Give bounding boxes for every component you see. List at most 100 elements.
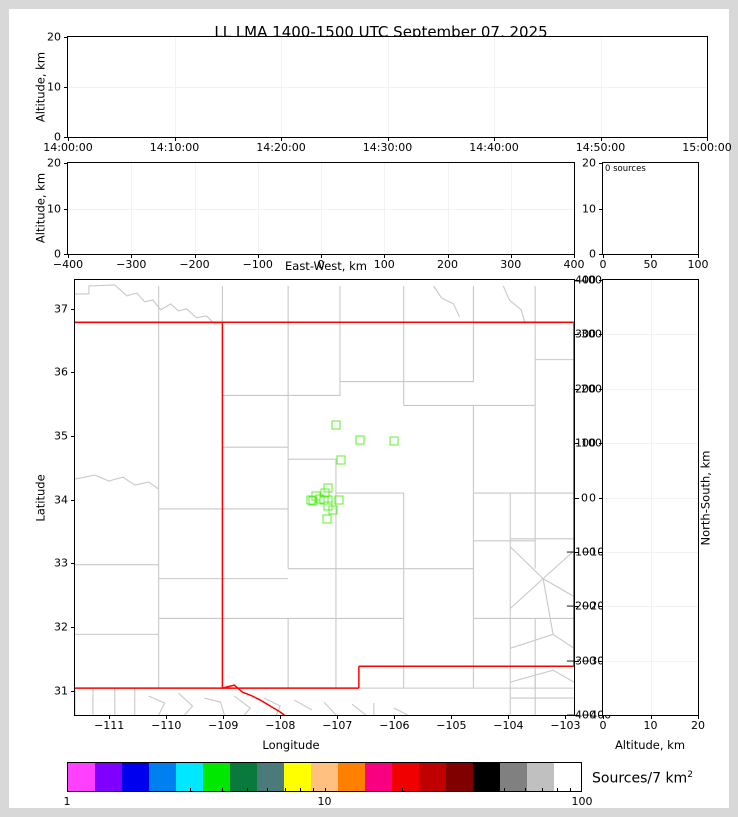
colorbar-major-tick (581, 788, 582, 792)
hist-yticklabel: 20 (582, 156, 596, 170)
colorbar-minor-tick (299, 788, 301, 792)
colorbar-major-tick (324, 788, 326, 792)
colorbar-swatch (149, 763, 176, 791)
map-right-yticklabel: −300 (581, 654, 612, 668)
time-height-ytick (63, 37, 67, 38)
ew-height-ytick (63, 254, 67, 255)
panel-time-height[interactable] (67, 36, 708, 138)
ns-height-ytick (598, 551, 602, 553)
map-xticklabel: −105 (436, 719, 467, 732)
time-height-ytick (63, 137, 67, 138)
colorbar-minor-tick (284, 788, 286, 792)
map-ytick (70, 499, 74, 501)
ew-height-xticklabel: −400 (52, 258, 84, 271)
colorbar-tick-label: 1 (63, 795, 71, 808)
ns-height-yticklabel: −200 (565, 599, 596, 613)
map-yticklabel: 36 (54, 365, 68, 379)
ns-height-gridline-y (603, 551, 698, 553)
time-height-gridline-y (68, 87, 707, 88)
map-ytick (70, 627, 74, 629)
axis-label-altitude-ew-panel: Altitude, km (33, 172, 48, 244)
ns-height-ytick (598, 334, 602, 336)
ew-height-xtick (510, 254, 512, 258)
panel-plan-view-map[interactable] (74, 279, 575, 716)
panel-altitude-histogram[interactable]: 0 sources (602, 162, 699, 255)
colorbar-swatch (419, 763, 446, 791)
ns-height-yticklabel: 300 (575, 327, 596, 341)
map-xticklabel: −103 (550, 719, 581, 732)
map-ytick (70, 690, 74, 692)
map-xticklabel: −109 (208, 719, 239, 732)
ew-height-xtick (321, 254, 322, 258)
ns-height-yticklabel: 100 (575, 436, 596, 450)
colorbar-minor-tick (312, 788, 314, 792)
axis-label-longitude: Longitude (262, 738, 320, 752)
ew-height-xtick (68, 254, 69, 258)
map-right-yticklabel: 0 (581, 491, 588, 504)
lma-source-marker (308, 496, 318, 506)
colorbar-minor-tick (542, 788, 544, 792)
colorbar-minor-tick (524, 788, 526, 792)
ew-height-xticklabel: −300 (116, 258, 147, 271)
colorbar-minor-tick (447, 788, 449, 792)
colorbar-title: Sources/7 km2 (592, 770, 693, 787)
axis-label-latitude: Latitude (33, 474, 48, 522)
colorbar-minor-tick (504, 788, 506, 792)
panel-northsouth-height[interactable] (602, 279, 699, 716)
map-right-ytick (575, 715, 579, 716)
map-ytick (70, 563, 74, 565)
time-height-xtick (707, 137, 708, 141)
ew-height-xticklabel: 0 (317, 258, 325, 271)
time-height-xtick (281, 137, 282, 141)
time-height-xticklabel: 14:00:00 (43, 141, 93, 154)
map-right-yticklabel: 300 (581, 327, 602, 341)
ns-height-ytick (598, 280, 602, 281)
lma-source-marker (323, 495, 333, 505)
map-xtick (508, 715, 510, 719)
colorbar-minor-tick (557, 788, 559, 792)
map-ytick (70, 436, 74, 438)
hist-ytick (598, 254, 602, 255)
colorbar-minor-tick (189, 788, 191, 792)
ns-height-gridline-y (603, 660, 698, 662)
ns-height-ytick (598, 497, 602, 499)
ns-height-xticklabel: 0 (599, 719, 607, 732)
hist-yticklabel: 0 (589, 247, 596, 261)
time-height-yticklabel: 0 (54, 130, 61, 144)
ns-height-ytick (598, 388, 602, 390)
lma-source-marker (355, 435, 365, 445)
colorbar-swatch (230, 763, 257, 791)
ew-height-yticklabel: 10 (47, 202, 61, 215)
time-height-xticklabel: 15:00:00 (682, 141, 732, 154)
map-right-yticklabel: 100 (581, 436, 602, 450)
map-xtick (109, 715, 111, 719)
ns-height-yticklabel: 400 (575, 273, 596, 287)
map-xticklabel: −111 (94, 719, 125, 732)
ew-height-xticklabel: 400 (563, 258, 585, 271)
colorbar-swatch (338, 763, 365, 791)
time-height-xticklabel: 14:30:00 (362, 141, 413, 154)
hist-ytick (598, 163, 602, 164)
ns-height-ytick (598, 715, 602, 716)
ns-height-yticklabel: −300 (565, 654, 596, 668)
ns-height-ytick (598, 606, 602, 608)
map-right-yticklabel: −200 (581, 599, 612, 613)
map-xtick (280, 715, 282, 719)
axis-label-altitude-time-panel: Altitude, km (33, 51, 48, 123)
ns-height-gridline-y (603, 606, 698, 608)
colorbar-minor-tick (402, 788, 403, 792)
colorbar-minor-tick (479, 788, 481, 792)
colorbar-major-tick (67, 788, 68, 792)
map-right-ytick (575, 443, 579, 445)
colorbar-wrapper[interactable]: 1 10 100 (64, 762, 593, 808)
colorbar[interactable] (67, 762, 582, 792)
map-yticklabel: 32 (54, 620, 68, 634)
colorbar-title-exponent: 2 (687, 770, 693, 780)
colorbar-swatch (257, 763, 284, 791)
ns-height-gridline-y (603, 334, 698, 336)
time-height-xticklabel: 14:40:00 (469, 141, 519, 154)
map-xtick (166, 715, 168, 719)
lma-source-marker (320, 488, 330, 498)
panel-eastwest-height[interactable] (67, 162, 575, 255)
colorbar-minor-tick (267, 788, 269, 792)
